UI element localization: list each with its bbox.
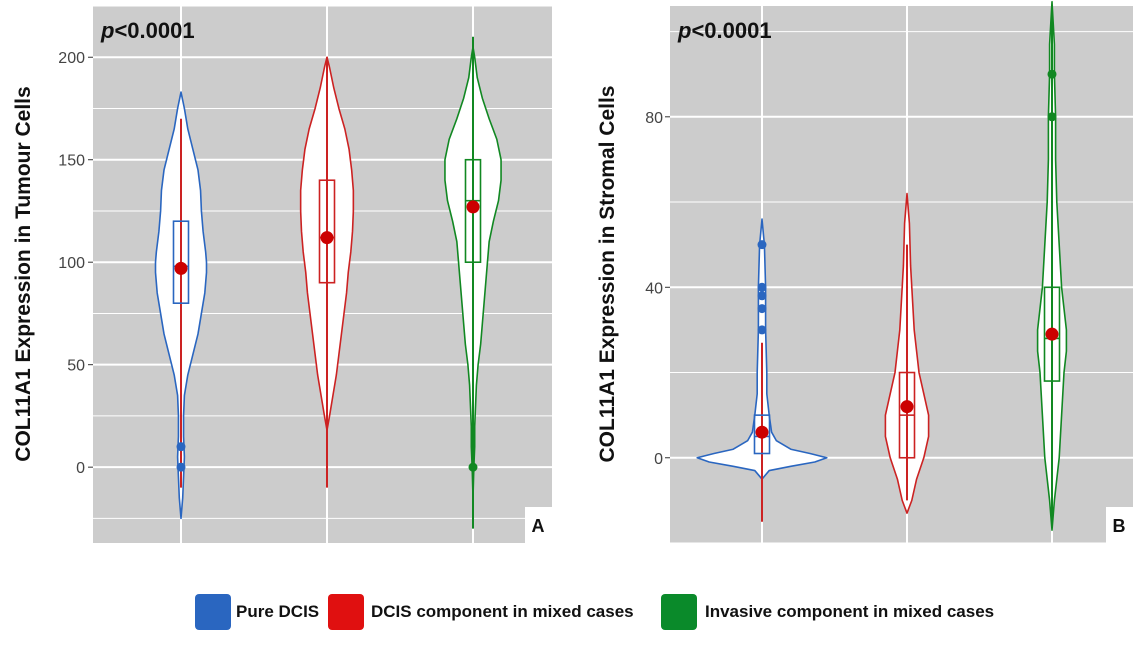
panel-b-y-axis-label: COL11A1 Expression in Stromal Cells xyxy=(596,86,619,463)
panel-a-label: A xyxy=(532,516,545,536)
panel-a-label-box xyxy=(525,507,552,543)
violin-invasive-component xyxy=(1036,0,1068,532)
y-tick-label: 100 xyxy=(58,255,85,272)
panel-a-y-axis-label: COL11A1 Expression in Tumour Cells xyxy=(12,86,35,461)
panel-b-p-value-p: p xyxy=(677,18,691,43)
panel-b-label: B xyxy=(1113,516,1126,536)
iqr-box-dcis-component xyxy=(318,179,336,284)
y-tick-label: 150 xyxy=(58,153,85,170)
iqr-box-pure-dcis xyxy=(172,220,190,304)
y-tick-label: 0 xyxy=(76,460,85,477)
y-tick-label: 50 xyxy=(67,358,85,375)
panel-a-p-value: p<0.0001 xyxy=(100,18,195,43)
y-tick-label: 80 xyxy=(645,110,663,127)
legend-label-dcis-component: DCIS component in mixed cases xyxy=(371,602,634,621)
panel-a-violins xyxy=(154,36,502,529)
outlier-point-pure-dcis xyxy=(176,442,186,452)
mean-point-dcis-component xyxy=(320,231,334,245)
violin-pure-dcis xyxy=(154,91,208,520)
y-tick-label: 0 xyxy=(654,451,663,468)
legend-swatch-dcis-component xyxy=(328,594,364,630)
panel-a-p-value-rest: <0.0001 xyxy=(114,18,194,43)
panel-b-violin-chart: 0 40 80 COL11A1 Expression in Stromal Cell… xyxy=(596,0,1133,544)
legend-label-pure-dcis: Pure DCIS xyxy=(236,602,320,621)
legend-label-invasive-component: Invasive component in mixed cases xyxy=(705,602,995,621)
outlier-point-invasive-component xyxy=(1047,69,1057,79)
outlier-point-invasive-component xyxy=(468,462,478,472)
violin-invasive-component xyxy=(444,36,502,529)
mean-point-pure-dcis xyxy=(755,425,769,439)
legend: Pure DCIS DCIS component in mixed cases … xyxy=(0,590,1136,634)
mean-point-invasive-component xyxy=(1045,327,1059,341)
outlier-point-pure-dcis xyxy=(176,462,186,472)
panel-b-y-ticks: 0 40 80 xyxy=(645,110,670,468)
panel-a-y-ticks: 0 50 100 150 200 xyxy=(58,50,93,477)
figure: 0 50 100 150 200 COL11A1 Expression in Tumou… xyxy=(12,0,1133,544)
legend-swatch-pure-dcis xyxy=(195,594,231,630)
violin-dcis-component xyxy=(299,56,355,488)
panel-b-p-value: p<0.0001 xyxy=(677,18,772,43)
outlier-point-pure-dcis xyxy=(757,304,767,314)
violin-pure-dcis xyxy=(696,218,828,522)
mean-point-dcis-component xyxy=(900,400,914,414)
panel-a-violin-chart: 0 50 100 150 200 COL11A1 Expression in Tumou… xyxy=(12,5,552,543)
y-tick-label: 200 xyxy=(58,50,85,67)
panel-b-violins xyxy=(696,0,1068,532)
legend-swatch-invasive-component xyxy=(661,594,697,630)
panel-b-label-box xyxy=(1106,507,1133,543)
panel-a-p-value-p: p xyxy=(100,18,114,43)
iqr-box-invasive-component xyxy=(1043,286,1061,382)
outlier-point-pure-dcis xyxy=(757,325,767,335)
outlier-point-pure-dcis xyxy=(757,291,767,301)
iqr-box-invasive-component xyxy=(464,158,482,264)
mean-point-pure-dcis xyxy=(174,261,188,275)
iqr-box-pure-dcis xyxy=(753,414,771,455)
panel-b-p-value-rest: <0.0001 xyxy=(691,18,771,43)
outlier-point-invasive-component xyxy=(1047,112,1057,122)
violin-dcis-component xyxy=(884,192,930,514)
outlier-point-pure-dcis xyxy=(757,240,767,250)
y-tick-label: 40 xyxy=(645,280,663,297)
outlier-point-pure-dcis xyxy=(757,282,767,292)
mean-point-invasive-component xyxy=(466,200,480,214)
